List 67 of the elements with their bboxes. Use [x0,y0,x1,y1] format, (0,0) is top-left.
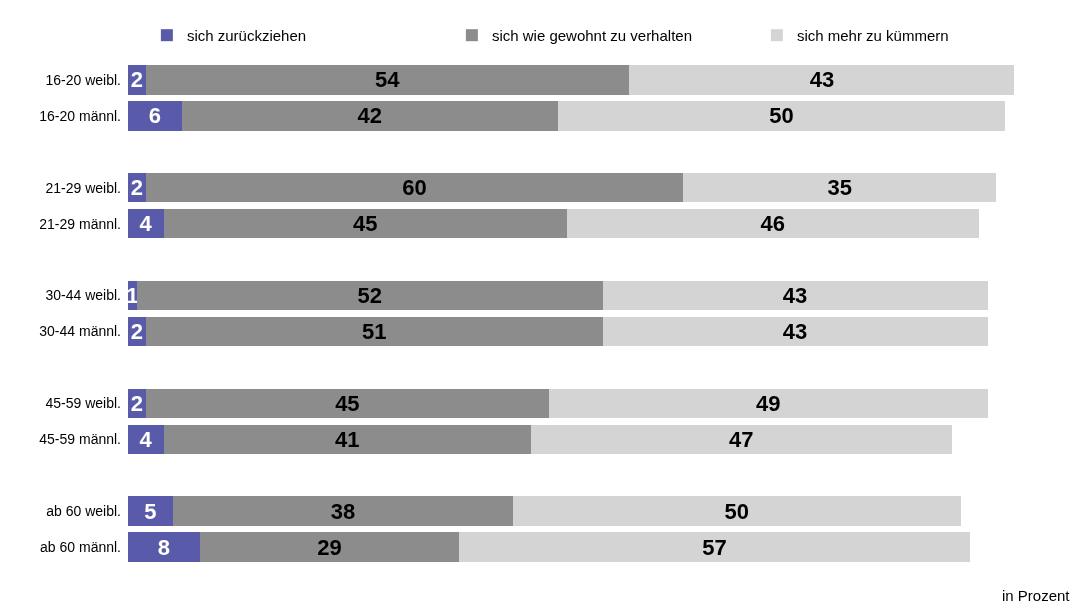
data-label: 45 [353,211,378,237]
data-label: 8 [157,534,170,560]
data-label: 57 [702,534,727,560]
bar [145,173,684,203]
data-label: 47 [729,426,754,452]
bar [163,208,567,239]
data-label: 2 [130,390,144,416]
data-label: 52 [357,283,382,309]
data-label: 43 [782,318,808,344]
data-label: 2 [130,318,144,344]
y-tick-label: 21-29 männl. [39,215,121,232]
bar [629,65,1015,95]
data-label: 42 [357,103,382,129]
y-tick-label: 30-44 männl. [39,323,121,340]
data-label: 50 [769,103,794,129]
y-tick-label: ab 60 männl. [40,538,121,555]
data-label: 1 [126,283,139,309]
data-label: 2 [130,67,144,93]
bar [128,532,200,562]
bar [136,280,603,311]
bar [172,496,513,526]
data-label: 38 [330,498,356,524]
bar [557,101,1006,131]
bar [199,532,460,562]
data-label: 45 [335,390,360,416]
data-label: 51 [361,318,387,344]
data-label: 49 [755,390,781,416]
bar [181,101,558,131]
data-label: 4 [139,211,153,237]
bar [145,316,603,347]
y-tick-label: 45-59 weibl. [45,395,121,412]
data-label: 46 [760,211,785,237]
bar [163,424,531,454]
y-tick-label: 16-20 weibl. [45,71,121,88]
data-label: 29 [317,534,342,560]
data-label: 43 [809,67,835,93]
data-label: 41 [335,426,360,452]
data-label: 4 [139,426,153,452]
data-label: 2 [130,175,144,201]
legend-label: sich wie gewohnt zu verhalten [491,27,693,45]
bar [128,101,182,131]
bar [128,496,173,526]
y-tick-label: 21-29 weibl. [45,179,121,196]
text: in Prozent [1002,587,1071,604]
data-label: 6 [148,103,161,129]
y-tick-label: ab 60 weibl. [46,503,121,520]
bar [602,280,988,311]
bar [145,388,549,419]
bar [683,173,997,203]
bar [513,496,961,526]
bar [548,388,988,419]
data-label: 5 [144,498,157,524]
data-label: 60 [402,175,427,201]
data-label: 54 [375,67,401,93]
y-tick-label: 45-59 männl. [39,431,121,448]
bar [566,208,979,239]
bar [459,532,970,562]
bar [145,65,630,95]
bar [530,424,952,454]
legend-label: sich mehr zu kümmern [796,27,949,45]
y-tick-label: 16-20 männl. [39,107,121,124]
bar [602,316,988,347]
legend-label: sich zurückziehen [186,27,307,45]
data-label: 35 [827,175,853,201]
y-tick-label: 30-44 weibl. [45,287,121,304]
data-label: 50 [724,498,750,524]
data-label: 43 [782,283,808,309]
